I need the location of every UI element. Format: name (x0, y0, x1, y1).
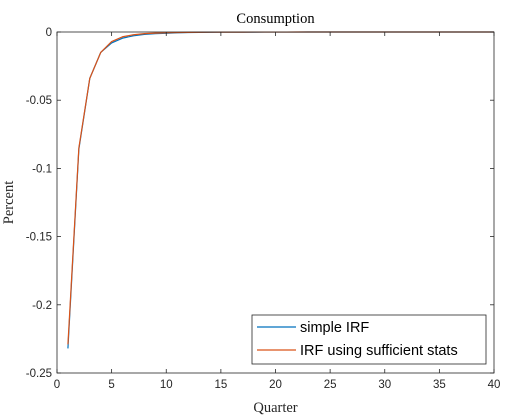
x-tick-label: 0 (54, 379, 60, 391)
legend-label-simple-irf: simple IRF (300, 320, 369, 336)
x-tick-label: 35 (433, 379, 446, 391)
ticks-layer: 0 5 10 15 20 25 30 35 40 0 -0.05 -0.1 -0.15 -0.2 -0.25 (26, 27, 501, 391)
y-tick-label: -0.05 (26, 95, 52, 107)
x-tick-label: 25 (324, 379, 337, 391)
y-axis-label: Percent (1, 181, 17, 224)
x-axis-label: Quarter (253, 400, 297, 416)
y-tick-label: -0.2 (32, 300, 52, 312)
y-tick-label: 0 (46, 27, 52, 39)
legend: simple IRF IRF using sufficient stats (251, 314, 487, 365)
chart-title: Consumption (236, 11, 315, 27)
x-tick-label: 5 (108, 379, 114, 391)
x-tick-label: 30 (378, 379, 391, 391)
x-tick-label: 15 (214, 379, 227, 391)
legend-label-sufficient-stats: IRF using sufficient stats (300, 343, 458, 359)
y-tick-label: -0.1 (32, 163, 52, 175)
x-tick-label: 10 (160, 379, 173, 391)
x-tick-label: 40 (488, 379, 501, 391)
legend-box (251, 314, 487, 365)
y-tick-label: -0.25 (26, 368, 52, 380)
x-tick-label: 20 (269, 379, 282, 391)
plot-frame (56, 31, 495, 374)
y-tick-label: -0.15 (26, 232, 52, 244)
